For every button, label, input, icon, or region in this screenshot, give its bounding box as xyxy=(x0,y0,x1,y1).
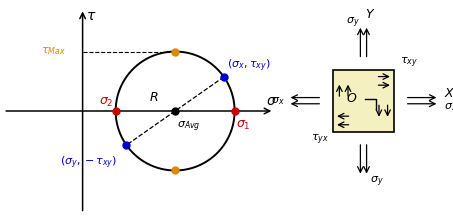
Text: $\tau_{xy}$: $\tau_{xy}$ xyxy=(400,56,418,70)
Text: $\sigma_{Avg}$: $\sigma_{Avg}$ xyxy=(177,119,200,134)
Text: $\sigma_y$: $\sigma_y$ xyxy=(346,16,360,30)
Text: $\sigma_2$: $\sigma_2$ xyxy=(100,96,114,109)
Text: $\sigma$: $\sigma$ xyxy=(266,94,278,108)
Text: $\tau$: $\tau$ xyxy=(86,9,96,23)
Text: $\tau_{Max}$: $\tau_{Max}$ xyxy=(41,46,66,57)
Text: $(\sigma_x, \tau_{xy})$: $(\sigma_x, \tau_{xy})$ xyxy=(227,57,271,73)
Text: $\sigma_x$: $\sigma_x$ xyxy=(444,102,453,113)
Text: $X$: $X$ xyxy=(444,87,453,100)
Text: $O$: $O$ xyxy=(346,92,357,105)
Text: $R$: $R$ xyxy=(149,91,159,104)
Text: $\sigma_x$: $\sigma_x$ xyxy=(270,95,284,107)
Bar xyxy=(333,70,395,132)
Text: $(\sigma_y, -\tau_{xy})$: $(\sigma_y, -\tau_{xy})$ xyxy=(60,155,118,171)
Text: $\sigma_1$: $\sigma_1$ xyxy=(236,119,251,132)
Text: $Y$: $Y$ xyxy=(365,8,376,22)
Text: $\tau_{yx}$: $\tau_{yx}$ xyxy=(311,133,329,147)
Text: $\sigma_y$: $\sigma_y$ xyxy=(371,175,384,189)
